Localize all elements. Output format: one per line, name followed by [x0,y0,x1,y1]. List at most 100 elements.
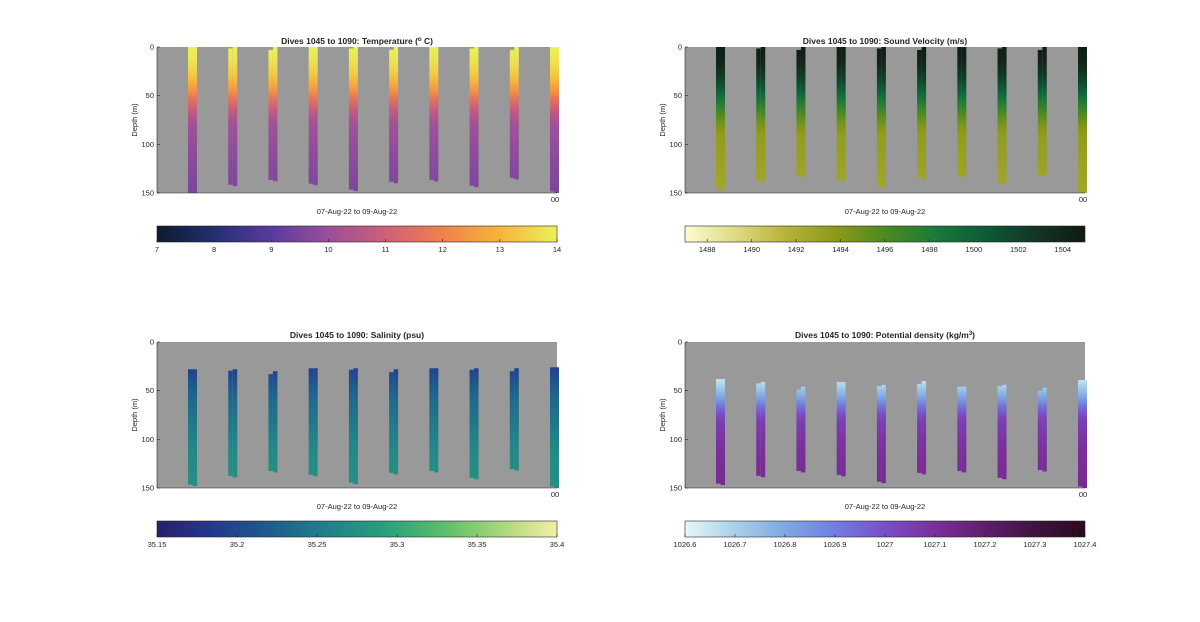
dive-profile [957,47,962,176]
y-axis-label: Depth (m) [658,103,667,137]
dive-profile [1042,47,1047,177]
colorbar-tick-label: 1027.3 [1024,540,1047,549]
dive-profile [1037,49,1043,175]
colorbar-tick-label: 1026.9 [824,540,847,549]
colorbar-tick-label: 9 [269,245,273,254]
dive-profile [353,47,358,192]
dive-profile [474,47,479,188]
dive-profile [961,47,967,178]
colorbar-tick-label: 35.4 [550,540,565,549]
dive-profile [841,381,846,477]
y-tick-label: 150 [669,484,682,493]
chart-title: Dives 1045 to 1090: Sound Velocity (m/s) [803,36,968,46]
dive-profile [1037,390,1043,470]
y-tick-label: 0 [150,43,154,52]
y-tick-label: 0 [678,338,682,347]
colorbar-tick-label: 1027.4 [1074,540,1097,549]
y-tick-label: 150 [141,189,154,198]
dive-profile [550,47,555,192]
colorbar-tick-label: 1488 [699,245,716,254]
dive-profile [841,47,846,182]
colorbar-tick-label: 35.2 [230,540,245,549]
colorbar-tick-label: 1027.1 [924,540,947,549]
y-axis-label: Depth (m) [130,103,139,137]
x-axis-label: 07-Aug-22 to 09-Aug-22 [845,502,925,511]
y-tick-label: 150 [141,484,154,493]
dive-profile [433,47,439,182]
dive-profile [554,47,559,193]
dive-profile [760,381,766,478]
colorbar-tick-label: 1026.7 [724,540,747,549]
dive-profile [393,47,399,184]
dive-profile [393,369,399,475]
dive-profile [554,367,559,488]
colorbar-tick-label: 1492 [788,245,805,254]
dive-profile [308,47,314,184]
colorbar-tick-label: 1504 [1054,245,1071,254]
dive-profile [232,369,238,478]
dive-profile [550,367,555,487]
dive-profile [760,47,766,183]
dive-profile [796,49,801,176]
y-tick-label: 100 [141,435,154,444]
dive-profile [268,49,273,180]
dive-profile [1078,47,1083,192]
dive-profile [509,49,515,178]
dive-profile [232,47,238,187]
colorbar-tick-label: 1490 [743,245,760,254]
dive-profile [469,48,475,186]
colorbar-tick-label: 10 [324,245,332,254]
dive-profile [389,372,394,473]
dive-profile [997,386,1003,478]
dive-profile [796,389,801,471]
dive-profile [514,47,519,180]
colorbar [156,225,558,243]
dive-profile [800,47,806,178]
dive-profile [433,368,439,473]
colorbar-tick-label: 11 [382,245,390,254]
dive-profile [917,383,922,473]
dive-profile [921,47,927,180]
panel-sound-velocity: Dives 1045 to 1090: Sound Velocity (m/s)… [658,36,1087,254]
dive-profile [917,49,922,178]
colorbar-tick-label: 14 [553,245,561,254]
dive-profile [800,386,806,473]
dive-profile [228,370,233,476]
dive-profile [348,369,354,483]
y-tick-label: 50 [674,91,682,100]
colorbar [156,520,558,538]
colorbar-tick-label: 35.25 [308,540,327,549]
dive-profile [756,383,761,476]
dive-profile [720,378,725,486]
x-tick-label: 00 [551,195,559,204]
dive-profile [389,49,394,182]
panel-salinity: Dives 1045 to 1090: Salinity (psu) Depth… [130,330,564,549]
dive-profile [469,369,475,478]
colorbar-tick-label: 8 [212,245,216,254]
dive-profile [308,368,314,475]
dive-profile [188,47,193,193]
dive-profile [1078,379,1083,487]
dive-profile [836,47,842,180]
panel-potential-density: Dives 1045 to 1090: Potential density (k… [658,330,1096,549]
dive-profile [429,368,434,471]
dive-profile [474,368,479,480]
colorbar-tick-label: 12 [439,245,447,254]
dive-profile [348,48,354,190]
dive-profile [957,386,962,471]
dive-profile [192,369,197,487]
y-tick-label: 50 [146,386,154,395]
dive-profile [921,380,927,475]
dive-profile [1002,47,1007,185]
dive-profile [716,378,721,484]
dive-profile [313,368,318,477]
dive-profile [881,384,886,484]
colorbar-tick-label: 1502 [1010,245,1027,254]
dive-profile [881,47,886,189]
x-axis-label: 07-Aug-22 to 09-Aug-22 [845,207,925,216]
colorbar-tick-label: 7 [155,245,159,254]
y-tick-label: 0 [150,338,154,347]
colorbar-tick-label: 1498 [921,245,938,254]
dive-profile [514,368,519,471]
